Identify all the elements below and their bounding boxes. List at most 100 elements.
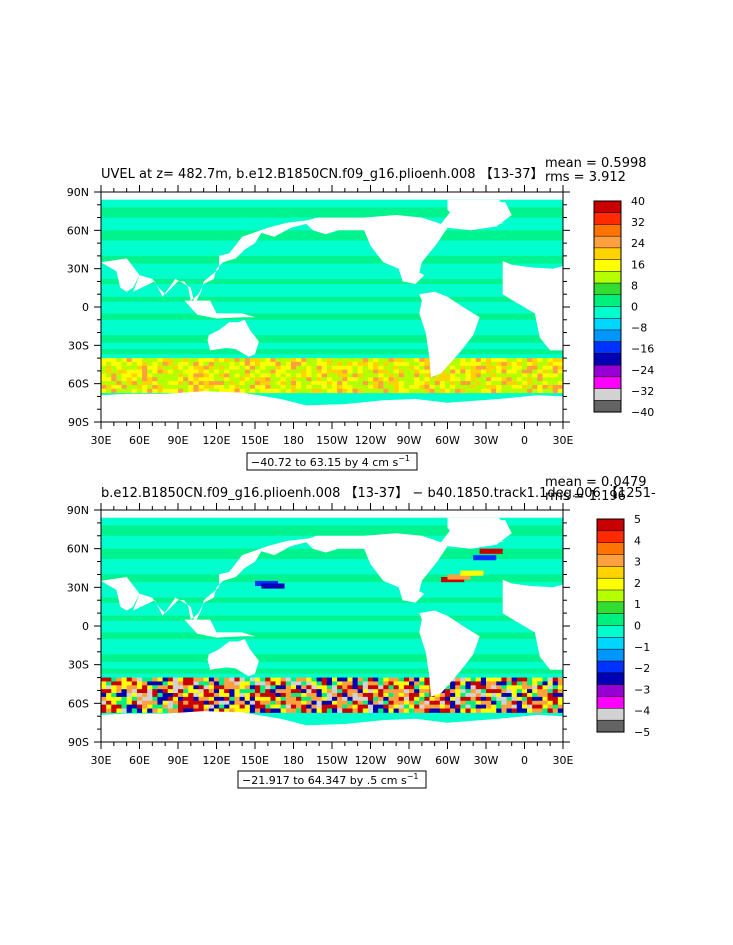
range-label: −40.72 to 63.15 by 4 cm s	[251, 456, 398, 469]
land-mask	[101, 202, 512, 305]
x-tick-label: 60W	[435, 754, 460, 767]
colorbar-label: −2	[634, 662, 650, 675]
x-tick-label: 60E	[129, 754, 150, 767]
zonal-band	[101, 313, 563, 320]
panel-uvel: UVEL at z= 482.7m, b.e12.B1850CN.f09_g16…	[67, 156, 654, 471]
rms-label: rms = 1.196	[545, 489, 626, 504]
colorbar-segment	[596, 684, 625, 698]
colorbar-label: 3	[634, 556, 641, 569]
mean-label: mean = 0.0479	[545, 475, 647, 490]
colorbar: 5 4 3 2 1 0 −1 −2 −3 −4 −5	[596, 513, 650, 739]
x-tick-label: 30E	[91, 434, 112, 447]
colorbar-segment	[593, 353, 622, 366]
colorbar-segment	[593, 259, 622, 272]
axes: 30E 60E 90E 120E 150E 180 150W 120W 90W 60W 30W 0 30…	[67, 503, 574, 767]
y-tick-label: 0	[82, 301, 89, 314]
zonal-band	[101, 207, 563, 218]
colorbar-segment	[593, 329, 622, 343]
colorbar-label: 40	[631, 195, 645, 208]
panel-difference: b.e12.B1850CN.f09_g16.plioenh.008 【13-37…	[67, 475, 656, 789]
zonal-band	[101, 574, 563, 583]
x-tick-label: 120E	[203, 754, 231, 767]
zonal-band	[101, 668, 563, 674]
svg-text:−21.917 to 64.347 by .5 cm s−1: −21.917 to 64.347 by .5 cm s−1	[242, 772, 419, 787]
land-mask	[470, 222, 506, 226]
land-mask	[502, 261, 563, 351]
x-tick-label: 120W	[355, 434, 387, 447]
x-tick-label: 0	[521, 754, 528, 767]
circumpolar-current	[101, 358, 563, 394]
colorbar-segment	[596, 696, 625, 709]
colorbar-label: 0	[631, 301, 638, 314]
zonal-band	[101, 255, 563, 264]
y-tick-label: 90N	[67, 186, 89, 199]
land-mask	[101, 391, 563, 422]
zonal-band	[101, 525, 563, 536]
x-tick-label: 120W	[355, 754, 387, 767]
land-mask	[184, 619, 255, 638]
colorbar-label: −40	[631, 406, 654, 419]
range-exponent: −1	[407, 772, 419, 781]
colorbar-label: 0	[634, 620, 641, 633]
current-hotspot	[460, 570, 484, 576]
colorbar-label: −32	[631, 385, 654, 398]
x-tick-label: 60W	[435, 434, 460, 447]
x-tick-label: 60E	[129, 434, 150, 447]
x-tick-label: 150W	[316, 754, 348, 767]
land-mask	[101, 711, 563, 742]
mean-label: mean = 0.5998	[545, 156, 647, 171]
x-tick-label: 120E	[203, 434, 231, 447]
colorbar-segment	[596, 577, 625, 591]
x-tick-label: 30E	[553, 434, 574, 447]
colorbar-segment	[593, 271, 622, 284]
colorbar-label: 2	[634, 577, 641, 590]
panel-title: UVEL at z= 482.7m, b.e12.B1850CN.f09_g16…	[101, 167, 543, 182]
colorbar-segment	[596, 542, 625, 556]
land-mask	[502, 579, 563, 670]
axes: 30E 60E 90E 120E 150E 180 150W 120W 90W 60W 30W 0 30…	[67, 185, 574, 447]
y-tick-label: 60S	[68, 378, 89, 391]
colorbar-segment	[596, 719, 625, 733]
colorbar-label: −1	[634, 641, 650, 654]
land-mask	[184, 300, 255, 319]
colorbar-label: 8	[631, 279, 638, 292]
map-area	[101, 510, 563, 742]
x-tick-label: 150E	[241, 434, 269, 447]
colorbar-segment	[593, 212, 622, 225]
colorbar-segment	[596, 613, 625, 627]
colorbar-segment	[593, 341, 622, 354]
colorbar-segment	[593, 294, 622, 308]
colorbar-segment	[596, 518, 625, 532]
x-tick-label: 30E	[91, 754, 112, 767]
x-tick-label: 90W	[397, 754, 422, 767]
x-tick-label: 90W	[397, 434, 422, 447]
colorbar-label: 24	[631, 237, 645, 250]
y-tick-label: 30N	[67, 263, 89, 276]
land-mask	[207, 638, 259, 677]
zonal-band	[101, 349, 563, 355]
colorbar-segment	[593, 282, 622, 296]
land-mask	[207, 319, 259, 357]
map-area	[101, 192, 563, 422]
colorbar-segment	[596, 566, 625, 579]
land-mask	[447, 517, 506, 547]
land-mask	[447, 199, 506, 228]
colorbar-label: 16	[631, 258, 645, 271]
current-hotspot	[261, 583, 285, 589]
x-tick-label: 30W	[474, 434, 499, 447]
land-mask	[470, 540, 506, 544]
zonal-band	[101, 632, 563, 639]
range-box: −21.917 to 64.347 by .5 cm s−1	[237, 770, 427, 789]
current-hotspot	[473, 555, 497, 561]
colorbar-segment	[596, 672, 625, 686]
x-tick-label: 150W	[316, 434, 348, 447]
colorbar-segment	[593, 247, 622, 261]
colorbar-label: −5	[634, 726, 650, 739]
colorbar-segment	[596, 708, 625, 721]
y-tick-label: 90S	[68, 736, 89, 749]
panel-title: b.e12.B1850CN.f09_g16.plioenh.008 【13-37…	[101, 486, 656, 501]
land-mask	[101, 520, 512, 624]
zonal-band	[101, 296, 563, 302]
colorbar-segment	[593, 235, 622, 249]
